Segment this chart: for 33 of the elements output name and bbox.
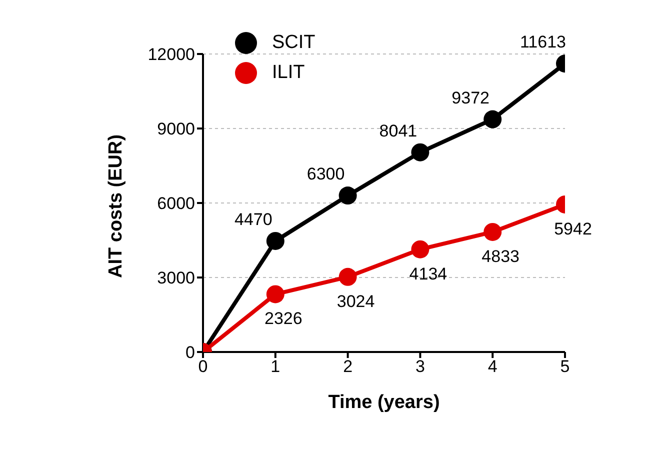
data-label: 6300	[306, 164, 345, 184]
y-tick-label: 12000	[148, 45, 195, 64]
data-label: 3024	[336, 292, 375, 311]
point	[266, 285, 284, 304]
y-tick-label: 6000	[157, 194, 195, 214]
data-label: 4833	[482, 246, 520, 266]
y-axis-title: AIT costs (EUR)	[106, 134, 127, 278]
data-label: 2326	[264, 309, 302, 328]
point	[266, 232, 284, 250]
x-axis-title: Time (years)	[328, 392, 440, 413]
data-label: 9372	[452, 88, 490, 108]
data-label: 4470	[234, 210, 272, 229]
y-tick-label: 0	[186, 343, 195, 362]
point	[338, 268, 357, 286]
data-label: 5942	[554, 219, 592, 238]
legend-label: ILIT	[272, 62, 305, 84]
legend-label: SCIT	[272, 32, 316, 54]
data-label: 8041	[379, 121, 418, 140]
point	[411, 240, 430, 258]
x-tick-label: 0	[198, 357, 208, 376]
point	[484, 222, 502, 241]
x-tick-label: 1	[270, 357, 280, 376]
x-tick-label: 2	[343, 357, 353, 376]
data-label: 4134	[409, 264, 448, 284]
point	[484, 110, 502, 128]
y-tick-label: 9000	[157, 120, 195, 139]
point	[411, 143, 430, 162]
x-tick-label: 4	[488, 357, 498, 376]
data-label: 11613	[520, 32, 566, 52]
x-tick-label: 5	[560, 357, 570, 376]
point	[338, 186, 357, 205]
x-tick-label: 3	[415, 357, 425, 376]
y-tick-label: 3000	[157, 268, 195, 288]
